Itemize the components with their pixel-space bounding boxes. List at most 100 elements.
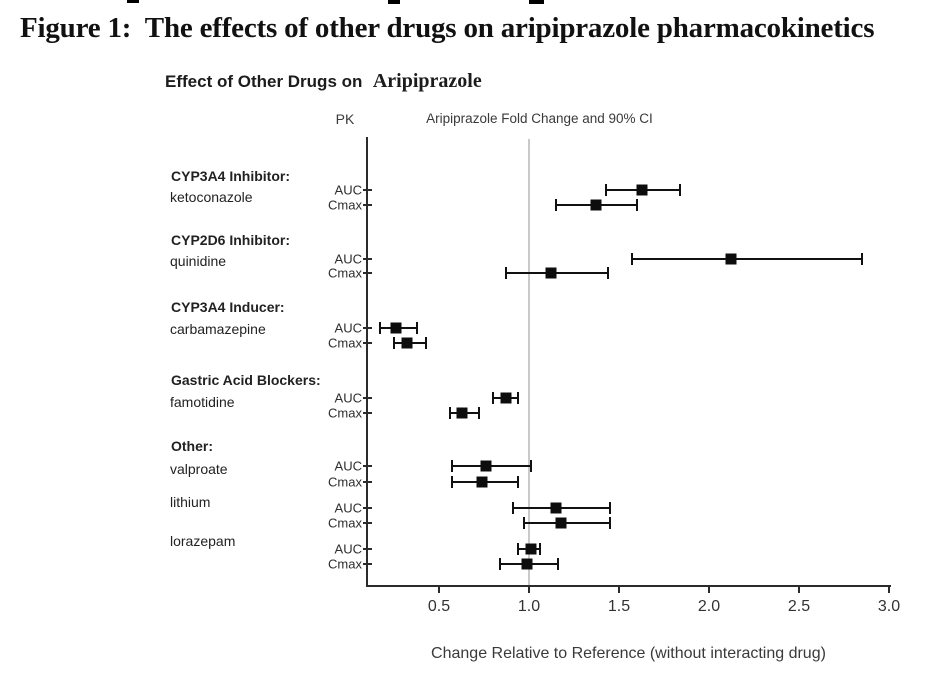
y-axis-row-tick bbox=[363, 342, 372, 344]
x-axis-line bbox=[366, 585, 891, 587]
pk-row-label: Cmax bbox=[328, 265, 362, 281]
ci-cap-left bbox=[555, 199, 557, 211]
point-estimate-marker bbox=[636, 184, 648, 196]
drug-name-label: valproate bbox=[170, 461, 228, 477]
ci-cap-left bbox=[450, 460, 453, 472]
pk-row-label: Cmax bbox=[328, 197, 362, 213]
y-axis-row-tick bbox=[363, 481, 372, 483]
ci-cap-right bbox=[529, 460, 532, 472]
x-tick-label: 0.5 bbox=[427, 598, 451, 615]
ci-cap-right bbox=[861, 253, 863, 265]
y-axis-row-tick bbox=[363, 465, 372, 467]
x-tick-label: 2.0 bbox=[697, 598, 721, 615]
x-tick-label: 3.0 bbox=[877, 598, 901, 615]
point-estimate-marker bbox=[500, 392, 512, 404]
point-estimate-marker bbox=[545, 267, 557, 279]
reference-line bbox=[528, 139, 530, 585]
point-estimate-marker bbox=[480, 460, 492, 472]
ci-cap-left bbox=[499, 558, 502, 570]
point-estimate-marker bbox=[476, 476, 488, 488]
x-axis-tick bbox=[438, 587, 440, 593]
estimate-column-header: Aripiprazole Fold Change and 90% CI bbox=[426, 111, 653, 126]
ci-bar bbox=[505, 272, 609, 274]
point-estimate-marker bbox=[555, 517, 567, 529]
point-estimate-marker bbox=[401, 337, 413, 349]
ci-cap-left bbox=[450, 476, 453, 488]
chart-subtitle: Effect of Other Drugs on Aripiprazole bbox=[165, 70, 482, 93]
point-estimate-marker bbox=[525, 543, 537, 555]
y-axis-row-tick bbox=[363, 412, 372, 414]
y-axis-row-tick bbox=[363, 522, 372, 524]
point-estimate-marker bbox=[725, 253, 737, 265]
chart-subtitle-drug: Aripiprazole bbox=[372, 70, 482, 92]
ci-cap-right bbox=[679, 184, 682, 196]
pk-row-label: Cmax bbox=[328, 405, 362, 421]
x-tick-label: 1.0 bbox=[517, 598, 541, 615]
drug-name-label: famotidine bbox=[170, 394, 235, 410]
pk-row-label: Cmax bbox=[328, 335, 362, 351]
ci-cap-left bbox=[393, 337, 395, 349]
ci-cap-left bbox=[605, 184, 608, 196]
y-axis-row-tick bbox=[363, 204, 372, 206]
drug-name-label: lithium bbox=[170, 494, 211, 510]
scan-artifact bbox=[127, 0, 139, 3]
ci-cap-right bbox=[517, 392, 520, 404]
ci-cap-right bbox=[517, 476, 520, 488]
group-header-label: CYP3A4 Inducer: bbox=[171, 299, 285, 315]
ci-bar bbox=[631, 258, 862, 260]
y-axis-row-tick bbox=[363, 563, 372, 565]
point-estimate-marker bbox=[456, 407, 468, 419]
y-axis-row-tick bbox=[363, 327, 372, 329]
ci-cap-right bbox=[477, 407, 480, 419]
pk-row-label: Cmax bbox=[328, 474, 362, 490]
group-header-label: Other: bbox=[171, 438, 213, 454]
x-axis-tick bbox=[888, 587, 890, 593]
y-axis-row-tick bbox=[363, 507, 372, 509]
point-estimate-marker bbox=[521, 558, 533, 570]
pk-row-label: AUC bbox=[334, 500, 362, 516]
x-axis-label: Change Relative to Reference (without in… bbox=[431, 645, 826, 662]
chart-subtitle-text: Effect of Other Drugs on bbox=[165, 72, 363, 91]
pk-row-label: Cmax bbox=[328, 515, 362, 531]
y-axis-row-tick bbox=[363, 258, 372, 260]
point-estimate-marker bbox=[550, 502, 562, 514]
pk-row-label: Cmax bbox=[328, 556, 362, 572]
ci-cap-left bbox=[522, 517, 525, 529]
drug-name-label: quinidine bbox=[170, 253, 227, 269]
x-axis-tick bbox=[618, 587, 620, 593]
scan-artifact bbox=[529, 0, 544, 4]
group-header-label: CYP3A4 Inhibitor: bbox=[171, 168, 291, 184]
drug-name-label: carbamazepine bbox=[170, 321, 266, 337]
pk-row-label: AUC bbox=[334, 390, 362, 406]
ci-cap-right bbox=[538, 543, 541, 555]
y-axis-row-tick bbox=[363, 397, 372, 399]
y-axis-line bbox=[366, 137, 368, 587]
point-estimate-marker bbox=[390, 322, 402, 334]
x-tick-label: 1.5 bbox=[607, 598, 631, 615]
ci-cap-right bbox=[609, 502, 611, 514]
pk-row-label: AUC bbox=[334, 320, 362, 336]
x-axis-tick bbox=[528, 587, 530, 593]
y-axis-row-tick bbox=[363, 272, 372, 274]
pk-column-header: PK bbox=[335, 111, 355, 127]
ci-cap-left bbox=[448, 407, 451, 419]
ci-cap-right bbox=[607, 267, 610, 279]
pk-row-label: AUC bbox=[334, 251, 362, 267]
point-estimate-marker bbox=[590, 199, 602, 211]
x-axis-tick bbox=[708, 587, 710, 593]
y-axis-row-tick bbox=[363, 548, 372, 550]
ci-cap-right bbox=[556, 558, 559, 570]
ci-cap-left bbox=[630, 253, 633, 265]
pk-row-label: AUC bbox=[334, 458, 362, 474]
ci-cap-right bbox=[636, 199, 638, 211]
ci-cap-right bbox=[609, 517, 611, 529]
scan-artifact bbox=[388, 0, 400, 4]
pk-row-label: AUC bbox=[334, 182, 362, 198]
pk-row-label: AUC bbox=[334, 541, 362, 557]
y-axis-row-tick bbox=[363, 189, 372, 191]
ci-cap-left bbox=[492, 392, 494, 404]
ci-cap-right bbox=[416, 322, 419, 334]
x-axis-tick bbox=[798, 587, 800, 593]
group-header-label: CYP2D6 Inhibitor: bbox=[171, 232, 291, 248]
